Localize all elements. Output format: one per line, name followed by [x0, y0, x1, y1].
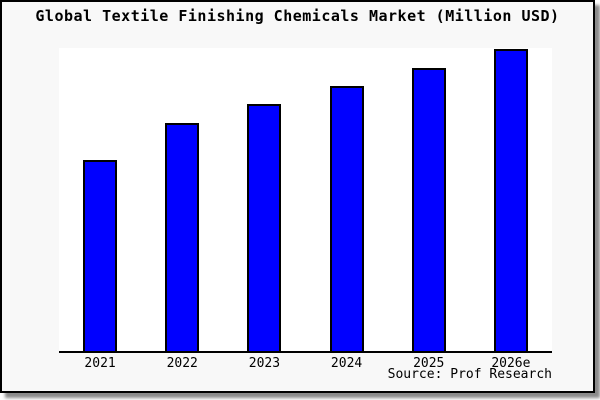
bar-2026e: [493, 49, 528, 351]
plot-area: [59, 48, 552, 353]
source-note: Source: Prof Research: [387, 367, 552, 382]
x-tick-label-2021: 2021: [84, 356, 116, 371]
bar-2025: [411, 68, 446, 351]
x-tick-label-2026e: 2026e: [491, 356, 531, 371]
x-tick-label-2024: 2024: [330, 356, 363, 371]
chart-window: Global Textile Finishing Chemicals Marke…: [0, 0, 595, 393]
x-tick-label-2022: 2022: [166, 356, 198, 371]
x-tick-label-2025: 2025: [413, 356, 445, 371]
bar-2024: [329, 86, 364, 351]
bar-2023: [247, 104, 282, 351]
bar-2022: [165, 123, 200, 351]
chart-title: Global Textile Finishing Chemicals Marke…: [35, 7, 560, 25]
x-tick-label-2023: 2023: [248, 356, 281, 371]
bar-2021: [83, 160, 118, 351]
